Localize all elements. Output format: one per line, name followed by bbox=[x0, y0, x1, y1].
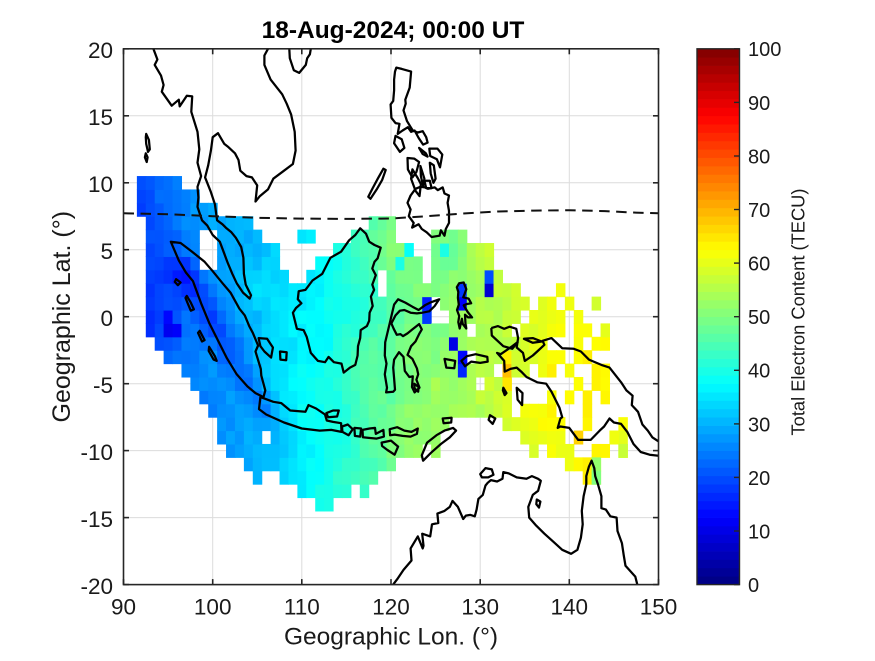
svg-text:Geographic Lat. (°): Geographic Lat. (°) bbox=[48, 211, 76, 423]
svg-text:100: 100 bbox=[748, 39, 781, 61]
svg-text:20: 20 bbox=[88, 38, 113, 63]
svg-text:40: 40 bbox=[748, 361, 770, 383]
svg-text:Geographic Lon. (°): Geographic Lon. (°) bbox=[284, 624, 498, 651]
svg-text:90: 90 bbox=[111, 595, 136, 620]
svg-text:0: 0 bbox=[748, 575, 759, 597]
svg-text:140: 140 bbox=[551, 595, 589, 620]
svg-text:110: 110 bbox=[284, 595, 320, 620]
svg-text:5: 5 bbox=[100, 239, 113, 264]
svg-text:Total Electron Content (TECU): Total Electron Content (TECU) bbox=[788, 189, 809, 436]
svg-text:130: 130 bbox=[461, 595, 499, 620]
svg-text:20: 20 bbox=[748, 468, 770, 490]
svg-text:80: 80 bbox=[748, 146, 770, 168]
svg-text:10: 10 bbox=[748, 521, 770, 543]
svg-text:150: 150 bbox=[640, 595, 678, 620]
svg-text:15: 15 bbox=[88, 105, 113, 130]
svg-text:50: 50 bbox=[748, 307, 770, 329]
svg-text:18-Aug-2024; 00:00 UT: 18-Aug-2024; 00:00 UT bbox=[262, 17, 525, 44]
svg-text:-5: -5 bbox=[93, 373, 113, 398]
svg-text:10: 10 bbox=[88, 172, 113, 197]
svg-text:70: 70 bbox=[748, 200, 770, 222]
svg-text:0: 0 bbox=[100, 306, 113, 331]
svg-text:90: 90 bbox=[748, 93, 770, 115]
svg-text:-15: -15 bbox=[80, 507, 113, 532]
svg-text:-10: -10 bbox=[80, 440, 113, 465]
svg-text:-20: -20 bbox=[80, 574, 113, 599]
svg-text:60: 60 bbox=[748, 254, 770, 276]
svg-text:120: 120 bbox=[372, 595, 410, 620]
svg-text:30: 30 bbox=[748, 414, 770, 436]
svg-text:100: 100 bbox=[194, 595, 232, 620]
